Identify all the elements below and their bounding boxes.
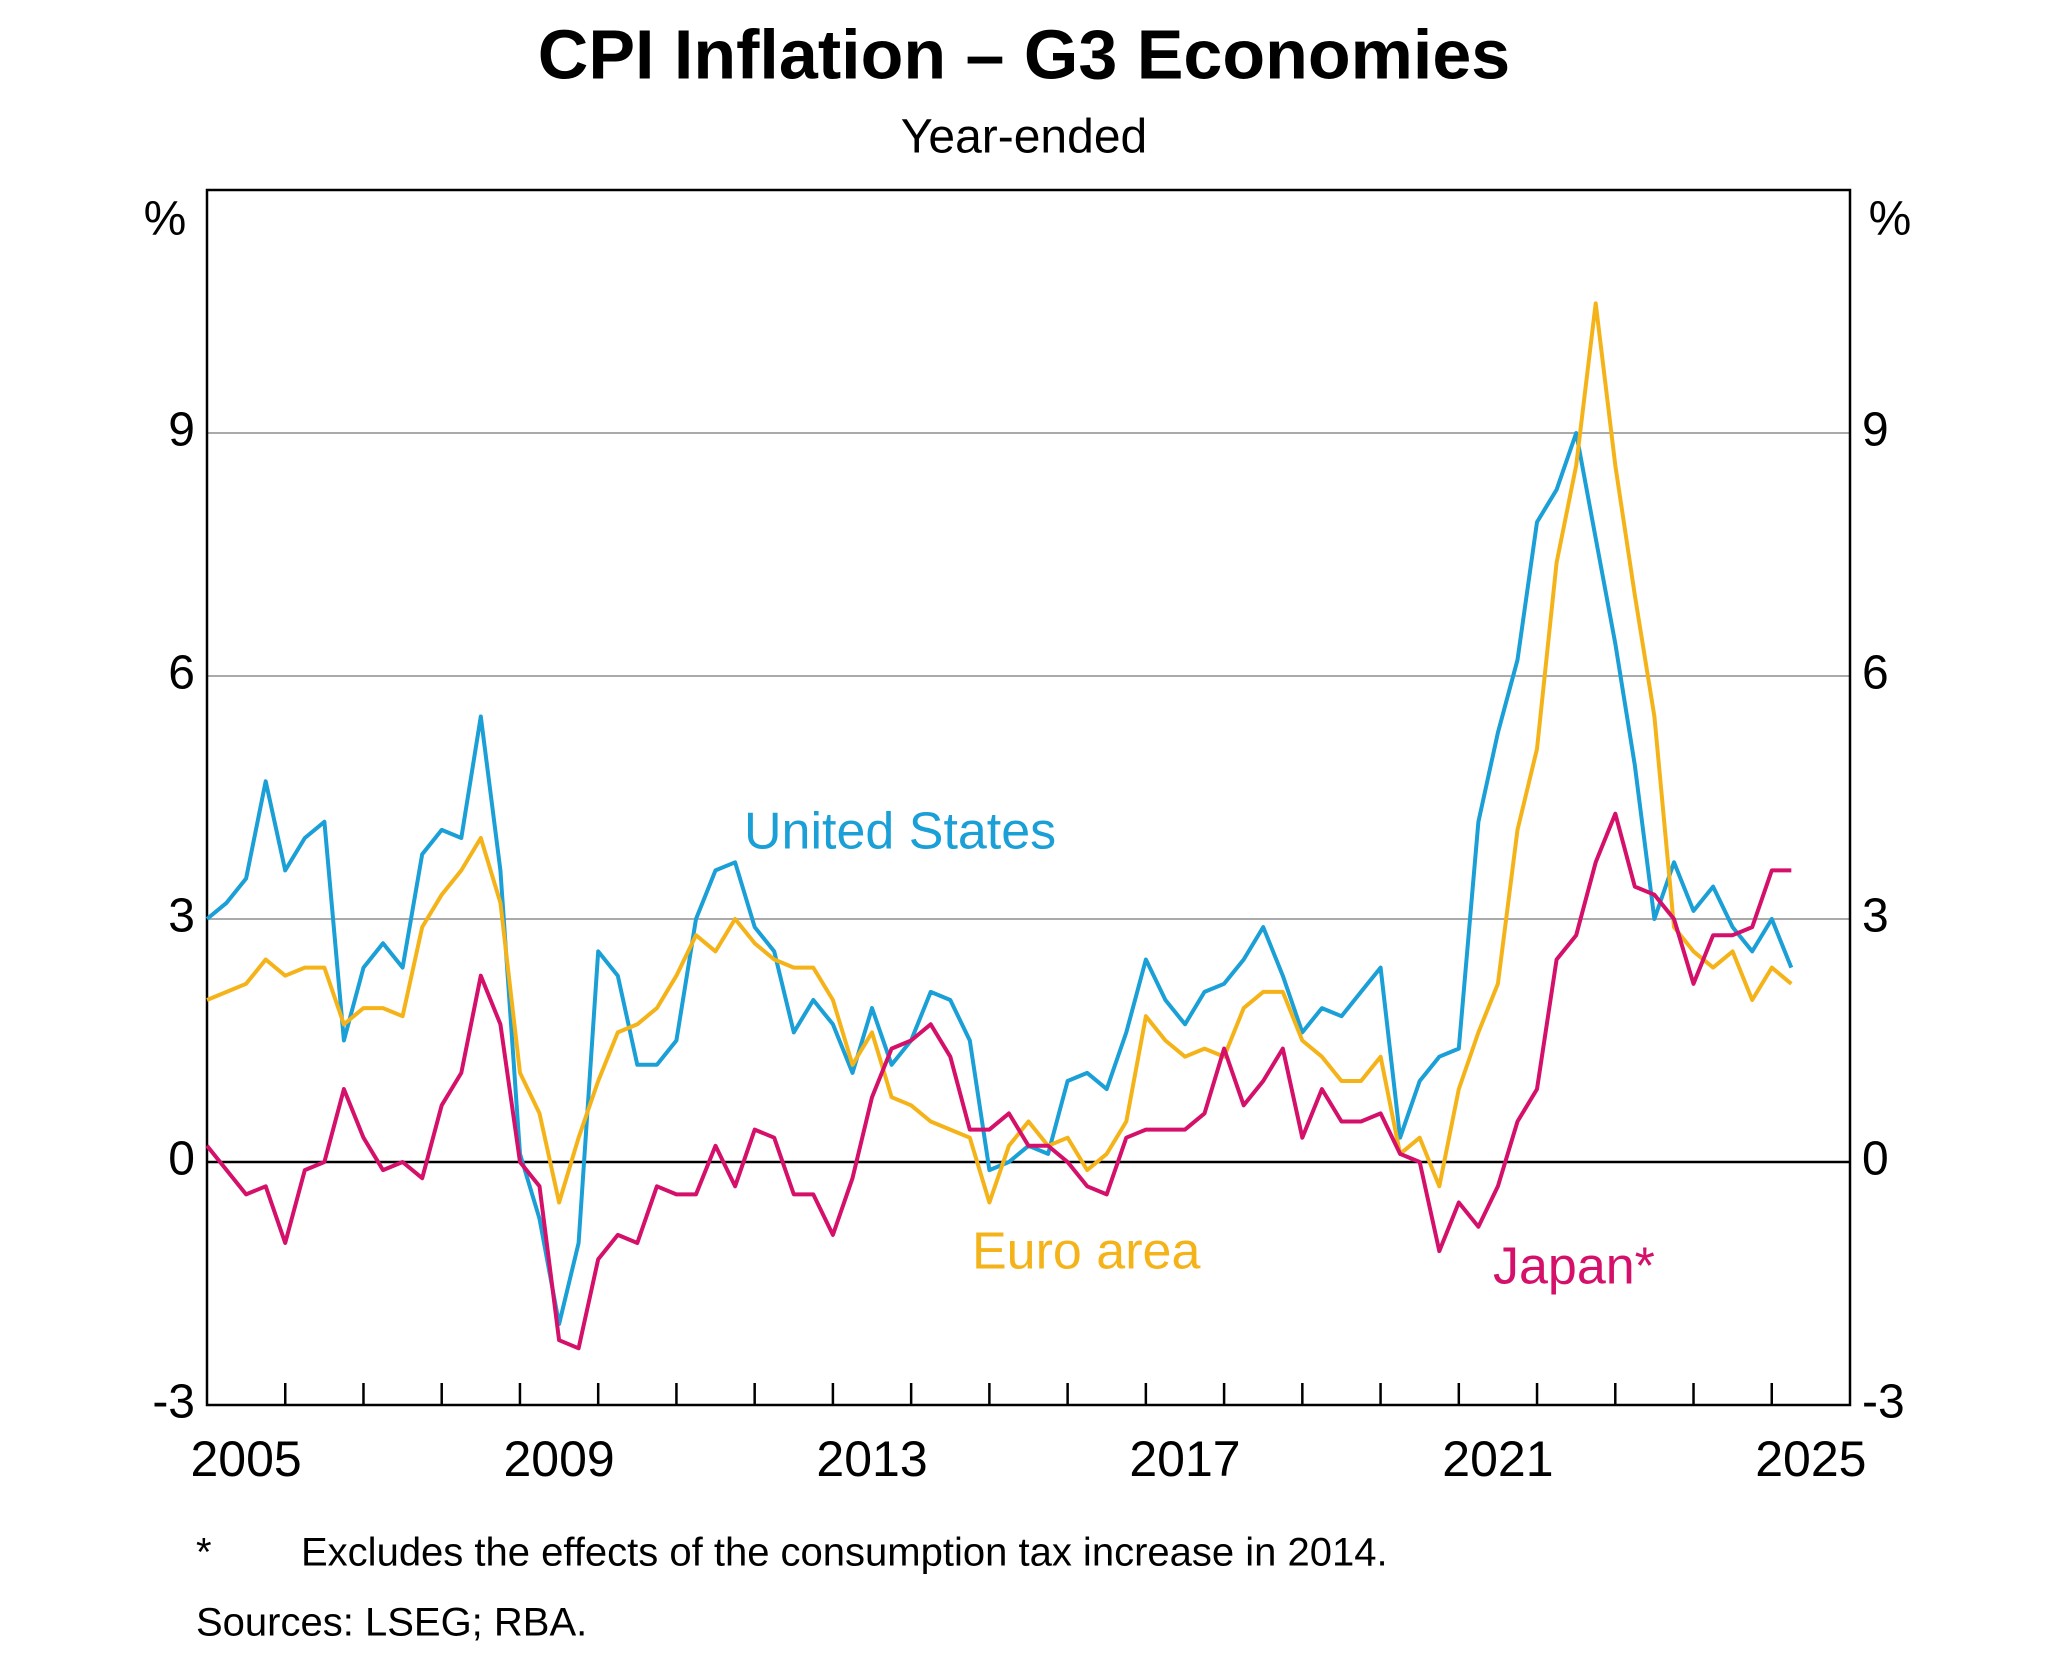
y-tick-label: -3 (152, 1376, 195, 1429)
x-tick-label: 2017 (1129, 1431, 1240, 1487)
y2-tick-label: -3 (1862, 1376, 1905, 1429)
y2-tick-label: 0 (1862, 1133, 1889, 1186)
series-label: Japan* (1493, 1238, 1655, 1296)
y2-tick-label: 9 (1862, 404, 1889, 457)
y2-tick-label: 3 (1862, 890, 1889, 943)
x-tick-label: 2021 (1442, 1431, 1553, 1487)
footnote-marker: * (196, 1531, 212, 1575)
sources: Sources: LSEG; RBA. (196, 1601, 587, 1645)
series-line (206, 301, 1793, 1205)
x-tick-label: 2005 (191, 1431, 302, 1487)
y-tick-label: 6 (168, 647, 195, 700)
x-tick-label: 2009 (503, 1431, 614, 1487)
chart-title: CPI Inflation – G3 Economies (538, 15, 1510, 93)
series-line (205, 431, 1794, 1326)
y-tick-label: 9 (168, 404, 195, 457)
plot-frame (205, 188, 1852, 1407)
y2-tick-label: 6 (1862, 647, 1889, 700)
y-tick-label: 3 (168, 890, 195, 943)
y-tick-label: 0 (168, 1133, 195, 1186)
footnote: Excludes the effects of the consumption … (301, 1531, 1388, 1575)
chart-subtitle: Year-ended (901, 111, 1147, 164)
series-label: United States (744, 803, 1056, 861)
series-line (205, 811, 1792, 1351)
series-label: Euro area (972, 1223, 1200, 1281)
y-axis-label: % (144, 193, 187, 246)
y2-axis-label: % (1869, 193, 1912, 246)
x-tick-label: 2025 (1755, 1431, 1866, 1487)
x-tick-label: 2013 (816, 1431, 927, 1487)
